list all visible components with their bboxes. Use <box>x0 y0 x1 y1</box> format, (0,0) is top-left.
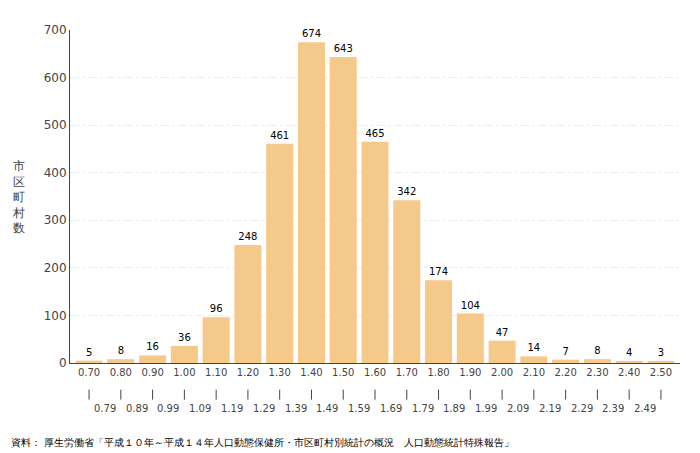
svg-text:2.20: 2.20 <box>554 367 576 378</box>
svg-text:1.10: 1.10 <box>205 367 227 378</box>
svg-text:4: 4 <box>626 347 632 358</box>
svg-text:2.39: 2.39 <box>602 403 624 414</box>
svg-text:2.09: 2.09 <box>507 403 529 414</box>
svg-text:2.30: 2.30 <box>586 367 608 378</box>
svg-text:100: 100 <box>44 309 67 323</box>
svg-text:1.09: 1.09 <box>189 403 211 414</box>
svg-text:2.40: 2.40 <box>618 367 640 378</box>
svg-text:1.50: 1.50 <box>332 367 354 378</box>
svg-text:2.10: 2.10 <box>523 367 545 378</box>
svg-text:1.69: 1.69 <box>380 403 402 414</box>
svg-text:2.50: 2.50 <box>650 367 672 378</box>
svg-text:5: 5 <box>86 347 92 358</box>
svg-text:8: 8 <box>118 345 124 356</box>
svg-text:700: 700 <box>44 23 67 37</box>
svg-text:0.89: 0.89 <box>126 403 148 414</box>
svg-text:1.80: 1.80 <box>427 367 449 378</box>
svg-text:0.90: 0.90 <box>141 367 163 378</box>
svg-text:1.39: 1.39 <box>285 403 307 414</box>
svg-text:47: 47 <box>496 327 509 338</box>
svg-text:1.79: 1.79 <box>412 403 434 414</box>
svg-text:1.40: 1.40 <box>300 367 322 378</box>
svg-text:2.19: 2.19 <box>539 403 561 414</box>
svg-text:96: 96 <box>210 303 223 314</box>
svg-text:0.99: 0.99 <box>157 403 179 414</box>
svg-text:0.80: 0.80 <box>110 367 132 378</box>
svg-text:7: 7 <box>562 346 568 357</box>
svg-text:3: 3 <box>658 347 664 358</box>
svg-text:市区町村数: 市区町村数 <box>12 159 25 235</box>
svg-text:643: 643 <box>334 43 353 54</box>
svg-text:600: 600 <box>44 71 67 85</box>
svg-text:1.90: 1.90 <box>459 367 481 378</box>
svg-text:0.70: 0.70 <box>78 367 100 378</box>
svg-text:資料： 厚生労働省「平成１０年～平成１４年人口動態保健所・市: 資料： 厚生労働省「平成１０年～平成１４年人口動態保健所・市区町村別統計の概況 … <box>11 437 514 448</box>
svg-text:200: 200 <box>44 261 67 275</box>
svg-text:500: 500 <box>44 118 67 132</box>
svg-text:16: 16 <box>146 341 159 352</box>
svg-text:248: 248 <box>238 231 257 242</box>
svg-text:2.00: 2.00 <box>491 367 513 378</box>
svg-text:8: 8 <box>594 345 600 356</box>
svg-text:1.00: 1.00 <box>173 367 195 378</box>
svg-text:1.19: 1.19 <box>221 403 243 414</box>
svg-text:36: 36 <box>178 332 191 343</box>
svg-text:1.70: 1.70 <box>396 367 418 378</box>
svg-text:1.29: 1.29 <box>253 403 275 414</box>
svg-text:1.49: 1.49 <box>316 403 338 414</box>
svg-text:1.30: 1.30 <box>269 367 291 378</box>
svg-text:174: 174 <box>429 266 448 277</box>
svg-text:461: 461 <box>270 130 289 141</box>
svg-text:1.89: 1.89 <box>443 403 465 414</box>
svg-text:14: 14 <box>527 342 540 353</box>
svg-text:1.20: 1.20 <box>237 367 259 378</box>
svg-text:1.59: 1.59 <box>348 403 370 414</box>
svg-text:1.60: 1.60 <box>364 367 386 378</box>
svg-text:2.29: 2.29 <box>571 403 593 414</box>
svg-text:674: 674 <box>302 28 321 39</box>
svg-text:0: 0 <box>59 356 67 370</box>
svg-text:465: 465 <box>365 128 384 139</box>
svg-text:342: 342 <box>397 186 416 197</box>
svg-text:2.49: 2.49 <box>634 403 656 414</box>
svg-text:0.79: 0.79 <box>94 403 116 414</box>
svg-text:1.99: 1.99 <box>475 403 497 414</box>
svg-text:400: 400 <box>44 166 67 180</box>
svg-text:104: 104 <box>461 300 480 311</box>
svg-text:300: 300 <box>44 213 67 227</box>
